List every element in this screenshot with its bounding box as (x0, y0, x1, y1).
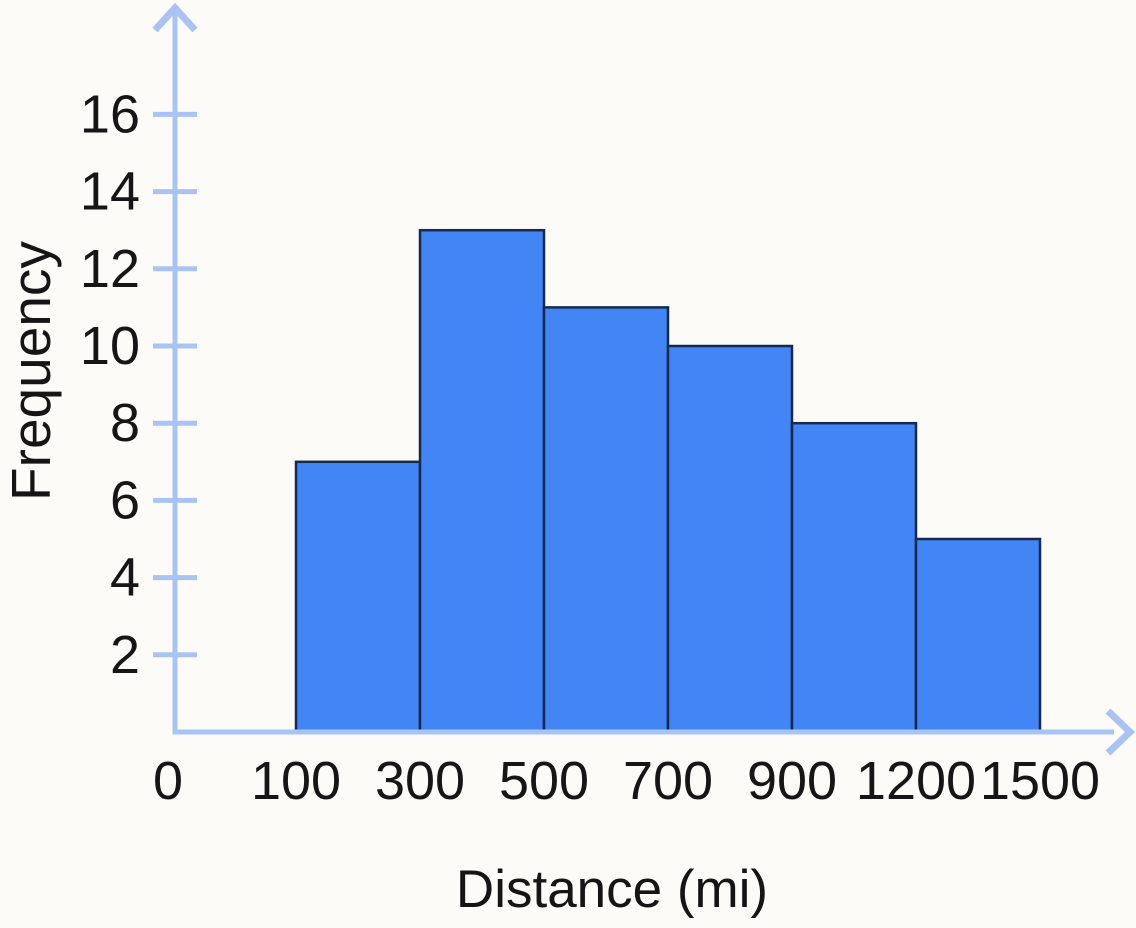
y-axis-label: Frequency (0, 241, 62, 501)
y-tick-label-10: 10 (80, 316, 140, 376)
y-tick-label-8: 8 (110, 393, 140, 453)
x-tick-label-0: 0 (153, 751, 183, 811)
histogram-bar-100-300 (294, 460, 422, 734)
y-tick-label-6: 6 (110, 470, 140, 530)
x-tick-label-1200: 1200 (856, 751, 976, 811)
x-axis-label: Distance (mi) (455, 860, 769, 919)
y-tick-label-12: 12 (80, 239, 140, 299)
histogram-bar-500-700 (542, 306, 670, 734)
histogram-bar-300-500 (418, 228, 546, 734)
y-tick-label-14: 14 (80, 162, 140, 222)
x-tick-label-900: 900 (747, 751, 837, 811)
y-tick-label-4: 4 (110, 548, 140, 608)
histogram-bar-1200-1500 (914, 537, 1042, 734)
y-tick-label-2: 2 (110, 625, 140, 685)
y-axis-arrow-icon (152, 2, 198, 33)
x-tick-label-700: 700 (623, 751, 713, 811)
x-tick-label-300: 300 (375, 751, 465, 811)
x-tick-label-500: 500 (499, 751, 589, 811)
x-tick-label-1500: 1500 (980, 751, 1100, 811)
x-tick-label-100: 100 (251, 751, 341, 811)
y-tick-label-16: 16 (80, 84, 140, 144)
histogram-bar-900-1200 (790, 421, 918, 734)
x-axis-arrow-icon (1105, 708, 1136, 756)
histogram-bar-700-900 (666, 344, 794, 734)
